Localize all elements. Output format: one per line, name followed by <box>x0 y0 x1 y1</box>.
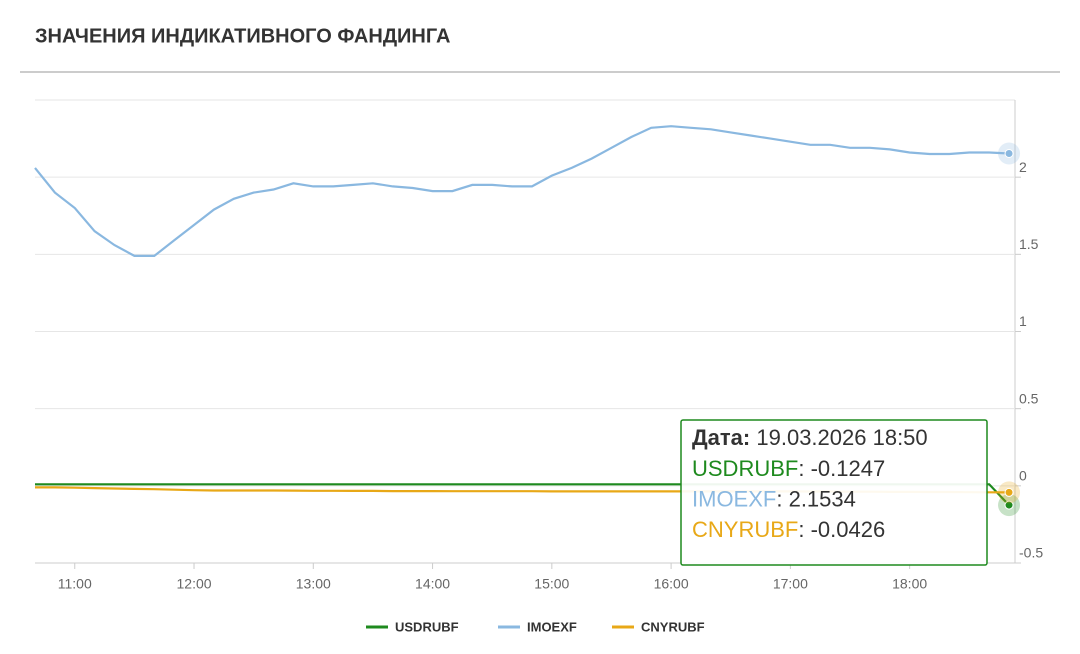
hover-point <box>1004 500 1014 510</box>
tooltip-text: : <box>798 456 810 481</box>
tooltip-text: 19.03.2026 18:50 <box>756 425 927 450</box>
tooltip-text: CNYRUBF <box>692 517 798 542</box>
y-tick-label: 0.5 <box>1019 390 1039 406</box>
tooltip-text: Дата: <box>692 425 750 450</box>
hover-point <box>1004 148 1014 158</box>
y-tick-label: 1 <box>1019 313 1027 329</box>
tooltip-text: -0.1247 <box>811 456 886 481</box>
tooltip: Дата: 19.03.2026 18:50 USDRUBF: -0.1247 IM… <box>680 142 1021 566</box>
tooltip-text: : <box>776 486 788 511</box>
x-tick-label: 16:00 <box>654 576 689 592</box>
x-tick-label: 14:00 <box>415 576 450 592</box>
tooltip-date: Дата: 19.03.2026 18:50 <box>692 425 928 450</box>
y-tick-label: 0 <box>1019 468 1027 484</box>
legend-label: IMOEXF <box>527 619 577 634</box>
y-tick-label: 1.5 <box>1019 236 1039 252</box>
chart-title: ЗНАЧЕНИЯ ИНДИКАТИВНОГО ФАНДИНГА <box>35 25 450 47</box>
hover-point <box>1004 487 1014 497</box>
legend-label: CNYRUBF <box>641 619 705 634</box>
tooltip-text: 2.1534 <box>789 486 856 511</box>
tooltip-text: : <box>798 517 810 542</box>
tooltip-row: IMOEXF: 2.1534 <box>692 486 856 511</box>
tooltip-row: CNYRUBF: -0.0426 <box>692 517 885 542</box>
x-tick-label: 12:00 <box>177 576 212 592</box>
x-tick-label: 15:00 <box>534 576 569 592</box>
series-line <box>34 125 1010 257</box>
legend-label: USDRUBF <box>395 619 459 634</box>
x-tick-label: 17:00 <box>773 576 808 592</box>
y-tick-label: 2 <box>1019 159 1027 175</box>
x-tick-label: 11:00 <box>58 576 92 592</box>
tooltip-text: USDRUBF <box>692 456 798 481</box>
y-tick-label: -0.5 <box>1019 545 1043 561</box>
tooltip-text: IMOEXF <box>692 486 776 511</box>
x-tick-label: 18:00 <box>892 576 927 592</box>
tooltip-row: USDRUBF: -0.1247 <box>692 456 885 481</box>
tooltip-text: -0.0426 <box>811 517 886 542</box>
tooltip-box <box>680 419 988 566</box>
x-tick-label: 13:00 <box>296 576 331 592</box>
